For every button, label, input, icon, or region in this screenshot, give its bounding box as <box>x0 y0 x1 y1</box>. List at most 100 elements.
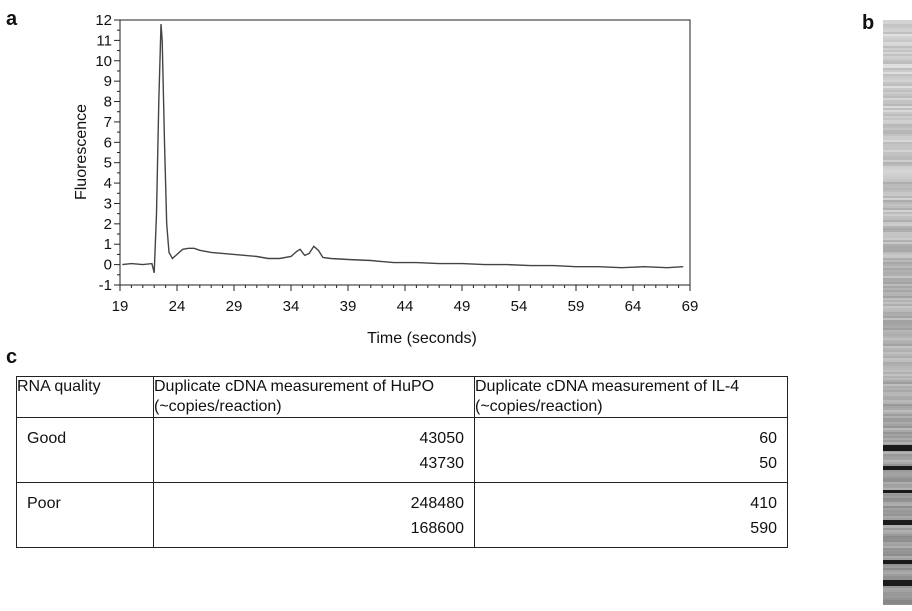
gel-stripe <box>883 478 912 480</box>
gel-stripe <box>883 568 912 570</box>
gel-stripe <box>883 128 912 130</box>
gel-stripe <box>883 172 912 174</box>
gel-stripe <box>883 324 912 326</box>
gel-stripe <box>883 170 912 172</box>
gel-stripe <box>883 370 912 372</box>
gel-stripe <box>883 382 912 384</box>
gel-stripe <box>883 174 912 176</box>
gel-stripe <box>883 98 912 100</box>
gel-stripe <box>883 534 912 536</box>
gel-stripe <box>883 292 912 294</box>
gel-stripe <box>883 474 912 476</box>
gel-stripe <box>883 310 912 312</box>
gel-stripe <box>883 404 912 406</box>
gel-stripe <box>883 116 912 118</box>
gel-stripe <box>883 82 912 84</box>
gel-stripe <box>883 464 912 466</box>
y-tick-label: 3 <box>104 195 112 212</box>
gel-stripe <box>883 280 912 282</box>
gel-stripe <box>883 574 912 576</box>
gel-stripe <box>883 576 912 578</box>
gel-stripe <box>883 112 912 114</box>
gel-stripe <box>883 424 912 426</box>
gel-stripe <box>883 54 912 56</box>
gel-stripe <box>883 186 912 188</box>
gel-stripe <box>883 184 912 186</box>
gel-stripe <box>883 236 912 238</box>
gel-stripe <box>883 566 912 568</box>
gel-stripe <box>883 80 912 82</box>
gel-stripe <box>883 296 912 298</box>
y-tick-label: 9 <box>104 73 112 90</box>
gel-stripe <box>883 362 912 364</box>
x-tick-label: 64 <box>625 298 642 315</box>
gel-stripe <box>883 432 912 434</box>
gel-stripe <box>883 60 912 62</box>
y-tick-label: 10 <box>95 53 112 70</box>
gel-stripe <box>883 22 912 24</box>
gel-stripe <box>883 532 912 534</box>
gel-stripe <box>883 190 912 192</box>
gel-stripe <box>883 396 912 398</box>
gel-stripe <box>883 496 912 498</box>
gel-lane-image <box>883 20 912 605</box>
gel-stripe <box>883 486 912 488</box>
y-tick-label: 2 <box>104 216 112 233</box>
gel-stripe <box>883 530 912 532</box>
gel-stripe <box>883 604 912 605</box>
y-tick-label: 8 <box>104 94 112 111</box>
gel-stripe <box>883 592 912 594</box>
gel-stripe <box>883 88 912 90</box>
gel-stripe <box>883 148 912 150</box>
gel-stripe <box>883 388 912 390</box>
gel-stripe <box>883 502 912 504</box>
y-axis-title: Fluorescence <box>73 104 90 200</box>
gel-stripe <box>883 256 912 258</box>
gel-stripe <box>883 166 912 168</box>
gel-stripe <box>883 554 912 556</box>
gel-stripe <box>883 48 912 50</box>
value-cell: 168600 <box>410 520 464 537</box>
gel-stripe <box>883 138 912 140</box>
value-cell: 43050 <box>419 430 465 447</box>
header-hupo: Duplicate cDNA measurement of HuPO (~cop… <box>153 376 475 418</box>
gel-stripe <box>883 422 912 424</box>
gel-stripe <box>883 386 912 388</box>
gel-stripe <box>883 344 912 346</box>
gel-stripe <box>883 438 912 440</box>
gel-stripe <box>883 602 912 604</box>
gel-stripe <box>883 72 912 74</box>
gel-stripe <box>883 302 912 304</box>
gel-stripe <box>883 30 912 32</box>
gel-stripe <box>883 106 912 108</box>
gel-stripe <box>883 32 912 34</box>
row-quality-poor: Poor <box>16 482 154 548</box>
gel-stripe <box>883 200 912 202</box>
gel-stripe <box>883 588 912 590</box>
gel-stripe <box>883 62 912 64</box>
panel-label-b: b <box>862 12 875 34</box>
gel-stripe <box>883 278 912 280</box>
gel-stripe <box>883 462 912 464</box>
gel-stripe <box>883 494 912 496</box>
gel-stripe <box>883 558 912 560</box>
gel-stripe <box>883 426 912 428</box>
gel-stripe <box>883 356 912 358</box>
gel-stripe <box>883 548 912 550</box>
gel-stripe <box>883 44 912 46</box>
gel-stripe <box>883 34 912 36</box>
gel-stripe <box>883 250 912 252</box>
gel-stripe <box>883 234 912 236</box>
gel-stripe <box>883 268 912 270</box>
gel-stripe <box>883 378 912 380</box>
x-tick-label: 19 <box>112 298 129 315</box>
x-tick-label: 29 <box>226 298 243 315</box>
y-tick-label: 5 <box>104 155 112 172</box>
gel-stripe <box>883 408 912 410</box>
gel-stripe <box>883 360 912 362</box>
gel-stripe <box>883 120 912 122</box>
gel-stripe <box>883 68 912 70</box>
gel-stripe <box>883 76 912 78</box>
